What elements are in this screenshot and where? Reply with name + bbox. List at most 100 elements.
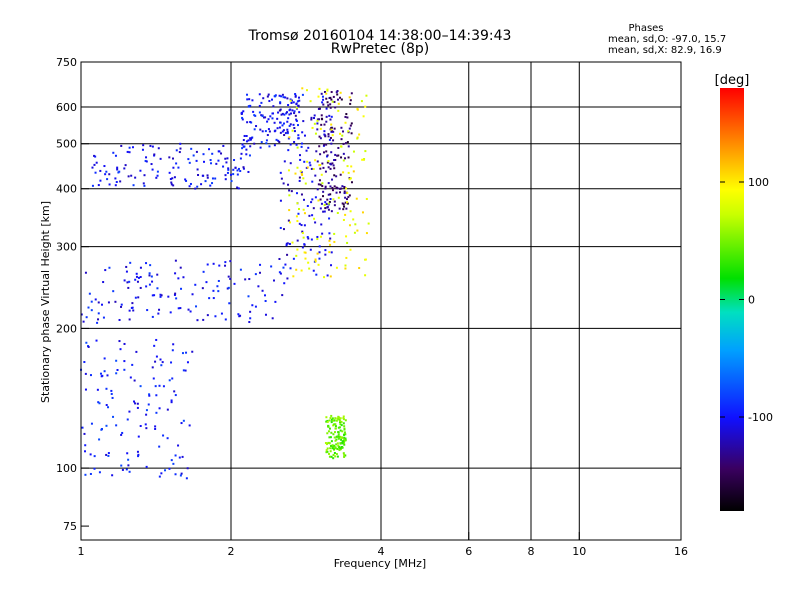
echo-point xyxy=(272,112,275,115)
echo-point xyxy=(310,201,313,204)
echo-point xyxy=(264,116,267,119)
echo-point xyxy=(343,443,346,446)
echo-point xyxy=(296,202,299,205)
echo-point xyxy=(295,215,298,218)
echo-point xyxy=(110,389,113,392)
echo-point xyxy=(320,114,323,117)
echo-point xyxy=(298,96,301,99)
echo-point xyxy=(87,345,90,348)
echo-point xyxy=(279,131,282,134)
echo-point xyxy=(144,159,147,162)
echo-point xyxy=(190,147,193,150)
echo-point xyxy=(158,445,161,448)
echo-point xyxy=(334,417,337,420)
echo-point xyxy=(224,178,227,181)
echo-point xyxy=(227,286,230,289)
echo-point xyxy=(156,287,159,290)
echo-point xyxy=(300,193,303,196)
data-points xyxy=(80,87,370,480)
echo-point xyxy=(273,144,276,147)
echo-point xyxy=(188,161,191,164)
echo-point xyxy=(130,174,133,177)
echo-point xyxy=(286,242,289,245)
echo-point xyxy=(300,224,303,227)
echo-point xyxy=(268,130,271,133)
echo-point xyxy=(343,439,346,442)
echo-point xyxy=(279,171,282,174)
echo-point xyxy=(292,123,295,126)
echo-point xyxy=(323,143,326,146)
echo-point xyxy=(327,135,330,138)
echo-point xyxy=(236,186,239,189)
echo-point xyxy=(289,143,292,146)
echo-point xyxy=(297,137,300,140)
echo-point xyxy=(237,313,240,316)
echo-point xyxy=(302,177,305,180)
echo-point xyxy=(313,114,316,117)
echo-point xyxy=(205,281,208,284)
echo-point xyxy=(304,182,307,185)
axis-ticks xyxy=(80,61,682,540)
echo-point xyxy=(316,188,319,191)
echo-point xyxy=(307,146,310,149)
echo-point xyxy=(317,95,320,98)
echo-point xyxy=(201,287,204,290)
echo-point xyxy=(130,306,133,309)
echo-point xyxy=(323,123,326,126)
echo-point xyxy=(245,140,248,143)
echo-point xyxy=(145,413,148,416)
echo-point xyxy=(339,191,342,194)
echo-point xyxy=(329,185,332,188)
echo-point xyxy=(169,178,172,181)
echo-point xyxy=(353,231,356,234)
echo-point xyxy=(287,104,290,107)
echo-point xyxy=(292,275,295,278)
echo-point xyxy=(321,118,324,121)
echo-point xyxy=(333,419,336,422)
echo-point xyxy=(303,224,306,227)
echo-point xyxy=(247,295,250,298)
echo-point xyxy=(95,161,98,164)
echo-point xyxy=(334,106,337,109)
echo-point xyxy=(250,137,253,140)
echo-point xyxy=(333,436,336,439)
echo-point xyxy=(254,305,257,308)
echo-point xyxy=(339,187,342,190)
echo-point xyxy=(337,436,340,439)
echo-point xyxy=(137,276,140,279)
echo-point xyxy=(300,142,303,145)
echo-point xyxy=(338,449,341,452)
echo-point xyxy=(111,396,114,399)
echo-point xyxy=(345,187,348,190)
echo-point xyxy=(318,251,321,254)
echo-point xyxy=(166,437,169,440)
echo-point xyxy=(300,171,303,174)
echo-point xyxy=(344,121,347,124)
echo-point xyxy=(180,422,183,425)
echo-point xyxy=(300,269,303,272)
echo-point xyxy=(153,153,156,156)
echo-point xyxy=(312,269,315,272)
echo-point xyxy=(274,94,277,97)
echo-point xyxy=(280,177,283,180)
echo-point xyxy=(194,283,197,286)
echo-point xyxy=(254,273,257,276)
echo-point xyxy=(170,399,173,402)
echo-point xyxy=(335,266,338,269)
echo-point xyxy=(330,455,333,458)
echo-point xyxy=(97,312,100,315)
echo-point xyxy=(216,285,219,288)
echo-point xyxy=(209,159,212,162)
echo-point xyxy=(289,98,292,101)
echo-point xyxy=(143,174,146,177)
echo-point xyxy=(84,372,87,375)
echo-point xyxy=(180,287,183,290)
echo-point xyxy=(316,128,319,131)
echo-point xyxy=(350,92,353,95)
echo-point xyxy=(258,271,261,274)
echo-point xyxy=(84,271,87,274)
echo-point xyxy=(129,376,132,379)
echo-point xyxy=(268,100,271,103)
echo-point xyxy=(189,182,192,185)
echo-point xyxy=(315,150,318,153)
